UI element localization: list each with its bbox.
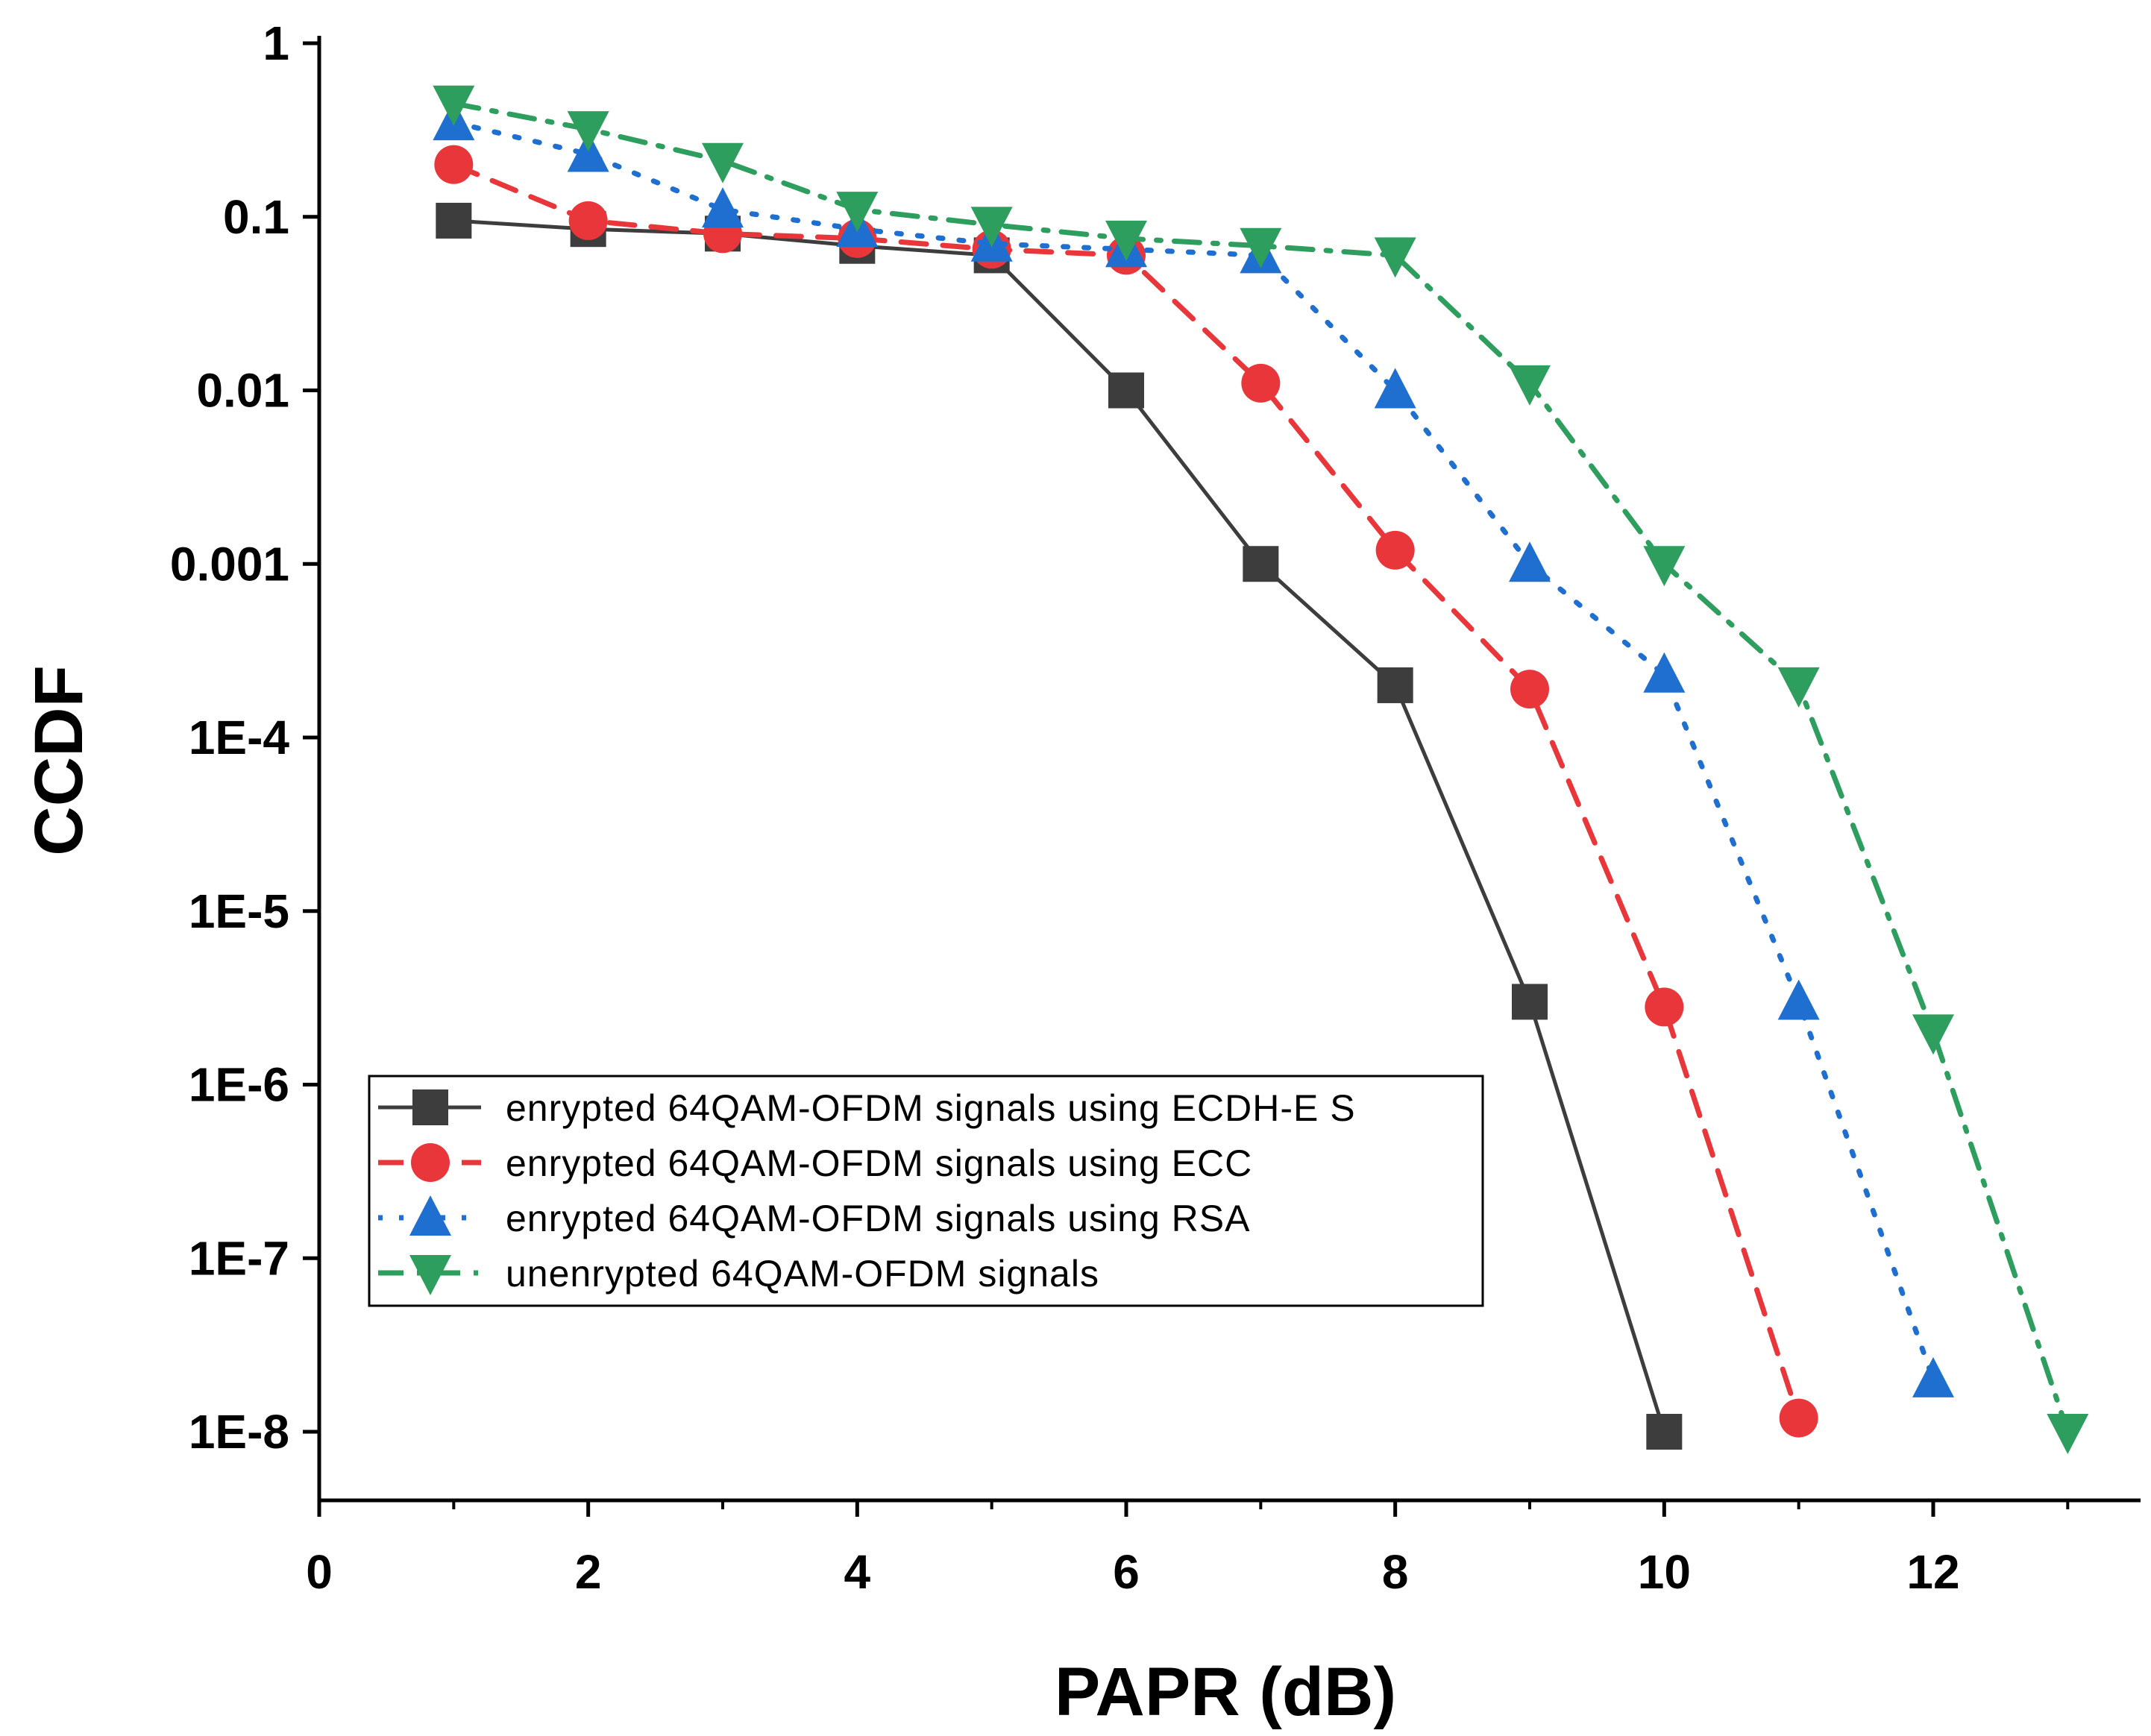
data-point: [1375, 530, 1415, 570]
data-point: [1512, 984, 1548, 1020]
data-point: [568, 201, 608, 240]
legend-label: unenrypted 64QAM-OFDM signals: [506, 1253, 1099, 1295]
data-point: [567, 131, 609, 172]
y-tick-label: 0.1: [223, 190, 289, 244]
y-tick-label: 0.001: [170, 537, 289, 591]
data-point: [1643, 546, 1686, 587]
data-point: [1105, 220, 1147, 261]
data-point: [702, 142, 744, 183]
data-point: [567, 111, 609, 152]
x-tick-label: 12: [1906, 1545, 1959, 1599]
data-point: [1509, 541, 1551, 582]
data-point: [1912, 1356, 1954, 1397]
legend-box: [368, 1075, 1484, 1307]
y-tick-label: 1E-4: [189, 711, 290, 764]
y-axis-title: CCDF: [21, 665, 97, 856]
data-point: [1240, 227, 1282, 268]
data-point: [1646, 1414, 1683, 1450]
data-point: [433, 85, 475, 126]
legend-marker: [409, 1255, 451, 1295]
legend-label: enrypted 64QAM-OFDM signals using RSA: [506, 1198, 1250, 1239]
y-tick-label: 1E-7: [189, 1231, 289, 1285]
data-point: [1645, 987, 1684, 1027]
legend-label: enrypted 64QAM-OFDM signals using ECDH-E…: [506, 1087, 1356, 1129]
series-line: [451, 218, 1666, 1434]
data-point: [1643, 652, 1686, 693]
data-point: [1777, 979, 1820, 1020]
data-point: [1374, 368, 1416, 409]
legend-item: unenrypted 64QAM-OFDM signals: [378, 1253, 1099, 1295]
data-point: [1377, 667, 1413, 703]
data-point: [1779, 1398, 1818, 1438]
legend-item: enrypted 64QAM-OFDM signals using RSA: [378, 1195, 1250, 1239]
data-point: [1777, 667, 1820, 708]
x-tick-label: 6: [1113, 1545, 1140, 1599]
y-tick-label: 1: [263, 16, 289, 70]
data-point: [970, 207, 1013, 248]
y-tick-label: 0.01: [196, 364, 289, 418]
legend-label: enrypted 64QAM-OFDM signals using ECC: [506, 1142, 1252, 1184]
x-axis-title: PAPR (dB): [1055, 1654, 1396, 1730]
axes: 0 2 4 6 8 10 12 1 0.1 0.01 0.001 1E-4 1E-5 1E-6 1E-7 1E…: [170, 16, 2141, 1599]
legend: enrypted 64QAM-OFDM signals using ECDH-E…: [368, 1075, 1484, 1307]
data-point: [1374, 237, 1416, 278]
y-tick-label: 1E-8: [189, 1405, 289, 1459]
series-layer: [433, 85, 2089, 1454]
x-tick-label: 0: [306, 1545, 333, 1599]
series-4: [433, 85, 2089, 1454]
data-point: [1243, 546, 1279, 582]
data-point: [2047, 1414, 2089, 1454]
data-point: [436, 202, 472, 239]
y-tick-label: 1E-5: [189, 884, 289, 938]
legend-marker: [412, 1089, 448, 1125]
data-point: [1241, 363, 1281, 403]
data-point: [1912, 1014, 1954, 1055]
legend-item: enrypted 64QAM-OFDM signals using ECDH-E…: [378, 1087, 1356, 1129]
data-point: [1509, 365, 1551, 406]
legend-marker: [411, 1143, 450, 1182]
legend-item: enrypted 64QAM-OFDM signals using ECC: [378, 1142, 1252, 1184]
data-point: [702, 187, 744, 228]
x-tick-label: 10: [1638, 1545, 1691, 1599]
series-line: [450, 119, 1936, 1383]
x-tick-label: 4: [844, 1545, 871, 1599]
x-tick-label: 2: [575, 1545, 602, 1599]
x-tick-label: 8: [1382, 1545, 1409, 1599]
data-point: [434, 145, 474, 184]
data-point: [836, 192, 879, 233]
data-point: [1108, 372, 1144, 409]
legend-marker: [409, 1195, 451, 1236]
data-point: [1510, 670, 1549, 709]
y-tick-label: 1E-6: [189, 1058, 289, 1112]
